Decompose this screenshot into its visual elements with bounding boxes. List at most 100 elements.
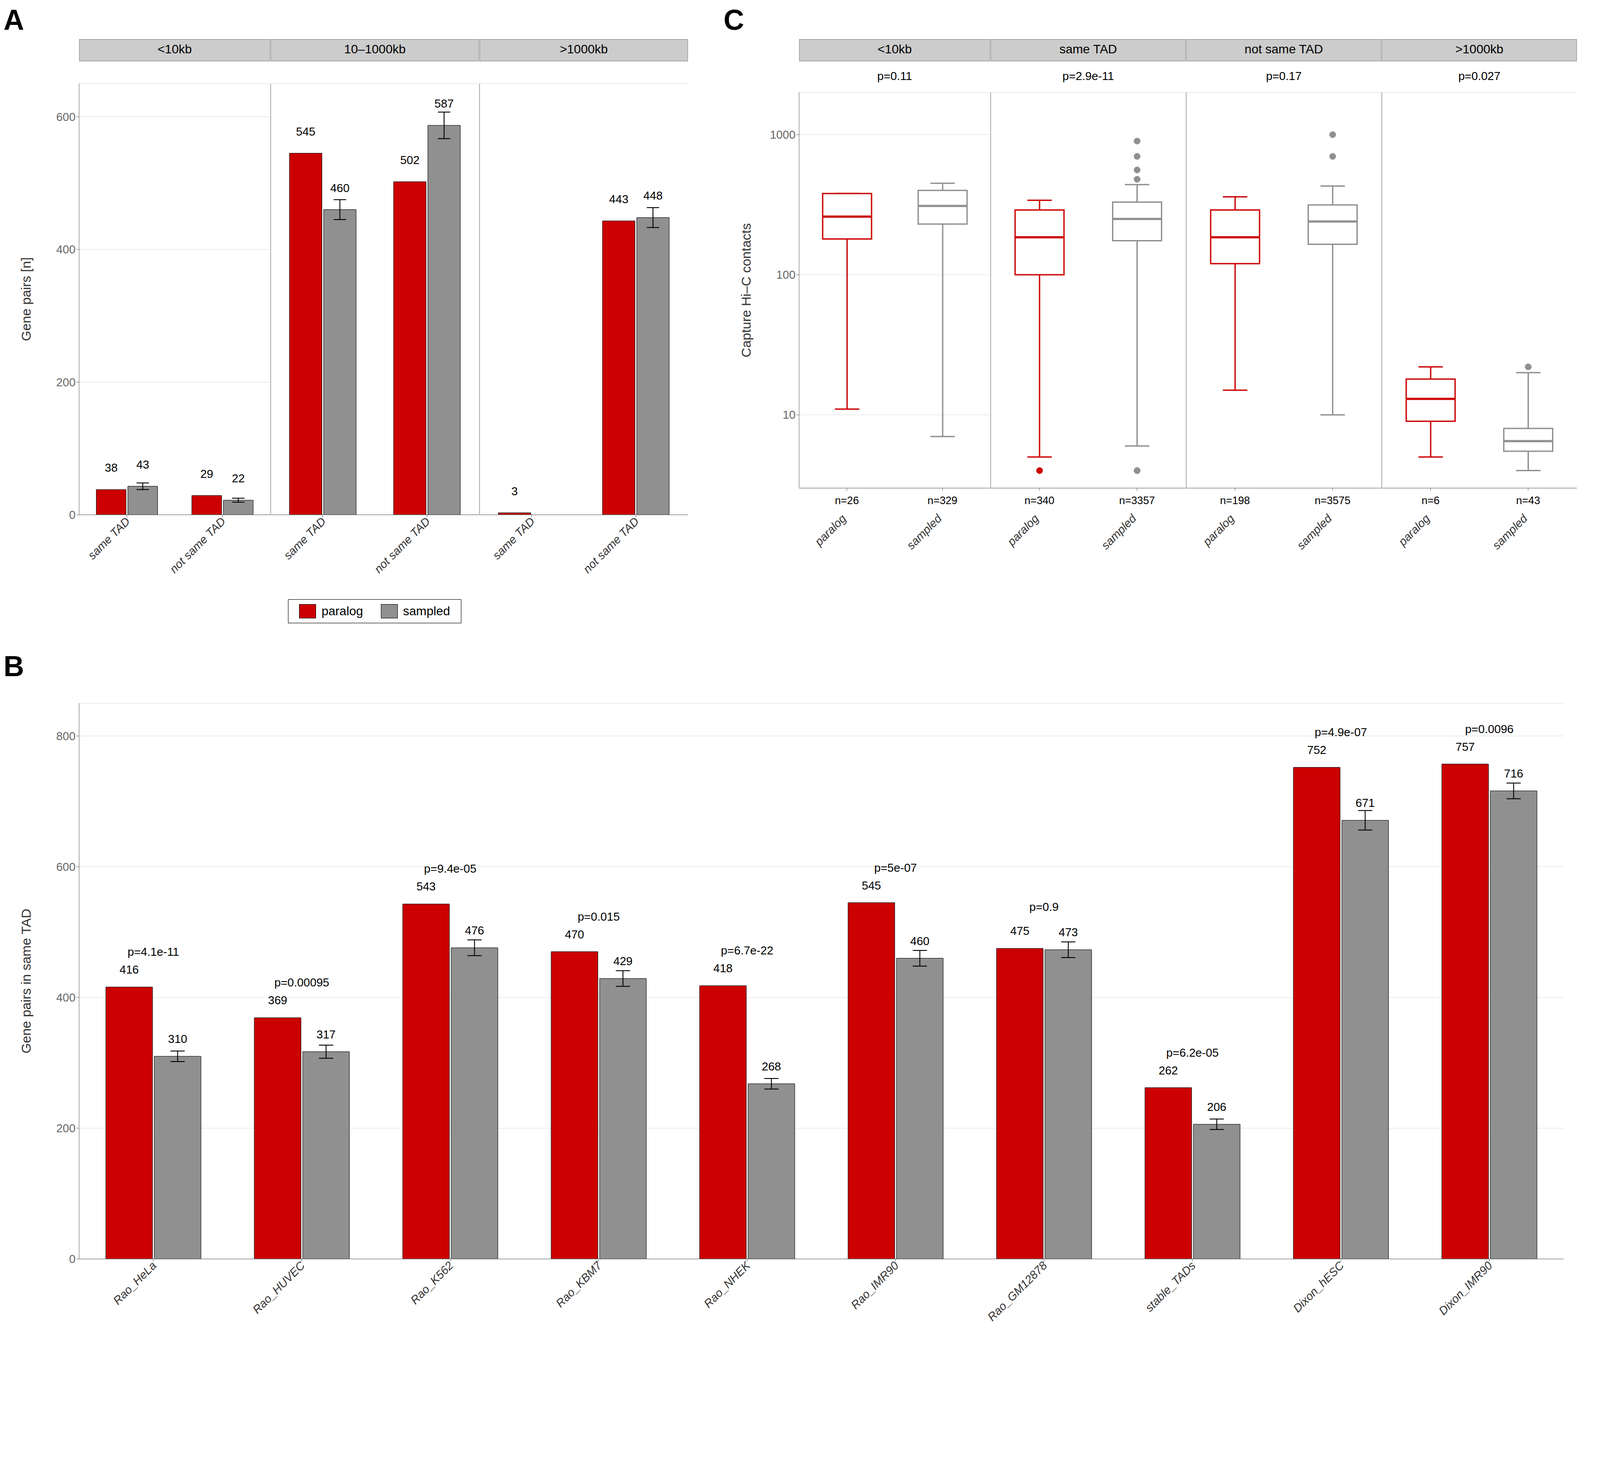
- svg-text:310: 310: [168, 1032, 188, 1046]
- svg-text:Gene pairs in same TAD: Gene pairs in same TAD: [18, 908, 34, 1054]
- svg-text:p=0.00095: p=0.00095: [274, 975, 330, 989]
- svg-text:757: 757: [1455, 740, 1475, 754]
- svg-text:460: 460: [330, 181, 350, 195]
- svg-text:paralog: paralog: [1200, 511, 1238, 549]
- svg-text:10: 10: [782, 408, 796, 422]
- svg-text:502: 502: [400, 153, 420, 167]
- html-text:sampled: sampled: [403, 604, 451, 618]
- html-text:10–1000kb: 10–1000kb: [344, 42, 406, 56]
- svg-text:Dixon_IMR90: Dixon_IMR90: [1436, 1258, 1496, 1318]
- svg-text:Rao_IMR90: Rao_IMR90: [848, 1258, 902, 1312]
- svg-text:671: 671: [1355, 796, 1375, 810]
- svg-text:100: 100: [776, 268, 796, 282]
- svg-text:200: 200: [56, 375, 76, 389]
- svg-text:sampled: sampled: [1489, 511, 1531, 552]
- svg-text:400: 400: [56, 990, 76, 1004]
- svg-text:369: 369: [268, 993, 288, 1007]
- svg-text:716: 716: [1504, 766, 1524, 780]
- html-text:>1000kb: >1000kb: [559, 42, 608, 56]
- svg-text:43: 43: [136, 457, 150, 472]
- svg-text:p=6.2e-05: p=6.2e-05: [1166, 1045, 1219, 1060]
- svg-text:400: 400: [56, 242, 76, 256]
- svg-text:Rao_K562: Rao_K562: [408, 1258, 456, 1307]
- html-text:C: C: [723, 4, 745, 36]
- svg-text:Rao_NHEK: Rao_NHEK: [700, 1257, 753, 1310]
- svg-text:545: 545: [296, 124, 316, 139]
- svg-text:543: 543: [416, 879, 436, 893]
- svg-text:paralog: paralog: [1004, 511, 1042, 549]
- svg-text:p=5e-07: p=5e-07: [874, 860, 917, 875]
- svg-text:0: 0: [69, 508, 76, 522]
- html-text:<10kb: <10kb: [157, 42, 192, 56]
- svg-text:752: 752: [1307, 743, 1327, 757]
- html-text:p=0.11: p=0.11: [877, 69, 913, 83]
- svg-text:not same TAD: not same TAD: [167, 514, 228, 576]
- svg-text:38: 38: [104, 460, 118, 475]
- svg-text:p=0.015: p=0.015: [577, 909, 620, 924]
- html-text:A: A: [3, 4, 25, 36]
- svg-text:800: 800: [56, 729, 76, 743]
- svg-text:317: 317: [316, 1027, 336, 1041]
- svg-text:sampled: sampled: [1294, 511, 1336, 552]
- svg-text:p=9.4e-05: p=9.4e-05: [424, 861, 477, 876]
- svg-text:n=340: n=340: [1024, 494, 1055, 507]
- svg-text:paralog: paralog: [811, 511, 849, 549]
- svg-text:not same TAD: not same TAD: [580, 514, 642, 576]
- svg-text:200: 200: [56, 1121, 76, 1135]
- svg-text:n=43: n=43: [1516, 494, 1540, 507]
- svg-text:460: 460: [910, 934, 930, 948]
- svg-text:stable_TADs: stable_TADs: [1142, 1258, 1199, 1315]
- svg-text:n=26: n=26: [834, 494, 859, 507]
- svg-text:sampled: sampled: [904, 511, 945, 552]
- svg-text:same TAD: same TAD: [489, 514, 538, 563]
- svg-text:not same TAD: not same TAD: [371, 514, 433, 576]
- svg-text:587: 587: [434, 96, 454, 111]
- svg-text:Dixon_hESC: Dixon_hESC: [1290, 1258, 1347, 1315]
- svg-text:Capture Hi–C contacts: Capture Hi–C contacts: [738, 223, 754, 358]
- svg-text:600: 600: [56, 860, 76, 874]
- svg-text:Rao_HUVEC: Rao_HUVEC: [249, 1258, 308, 1316]
- svg-text:sampled: sampled: [1098, 511, 1140, 552]
- svg-text:n=3357: n=3357: [1119, 494, 1156, 507]
- svg-text:416: 416: [119, 962, 139, 976]
- svg-text:p=4.1e-11: p=4.1e-11: [127, 944, 180, 959]
- svg-text:1000: 1000: [769, 128, 796, 142]
- svg-text:p=0.0096: p=0.0096: [1464, 722, 1514, 736]
- svg-text:262: 262: [1158, 1063, 1178, 1077]
- svg-text:n=198: n=198: [1220, 494, 1250, 507]
- svg-text:Rao_GM12878: Rao_GM12878: [984, 1258, 1050, 1324]
- svg-text:448: 448: [643, 188, 663, 203]
- svg-text:476: 476: [464, 923, 484, 937]
- svg-text:268: 268: [761, 1059, 781, 1073]
- html-text:paralog: paralog: [321, 604, 364, 618]
- svg-text:29: 29: [200, 467, 214, 481]
- html-text:p=2.9e-11: p=2.9e-11: [1062, 69, 1114, 83]
- svg-text:470: 470: [564, 927, 584, 941]
- svg-text:545: 545: [861, 878, 881, 892]
- svg-text:429: 429: [613, 954, 633, 968]
- svg-text:22: 22: [232, 471, 245, 485]
- html-text:<10kb: <10kb: [877, 42, 912, 56]
- svg-text:Rao_KBM7: Rao_KBM7: [552, 1257, 605, 1310]
- svg-text:paralog: paralog: [1395, 511, 1433, 549]
- html-text:B: B: [3, 650, 25, 683]
- svg-text:n=329: n=329: [927, 494, 958, 507]
- svg-text:n=3575: n=3575: [1314, 494, 1351, 507]
- svg-text:n=6: n=6: [1421, 494, 1440, 507]
- svg-text:0: 0: [69, 1252, 76, 1266]
- svg-text:600: 600: [56, 110, 76, 124]
- svg-text:Rao_HeLa: Rao_HeLa: [110, 1258, 160, 1308]
- svg-text:418: 418: [713, 961, 733, 975]
- svg-text:p=6.7e-22: p=6.7e-22: [720, 943, 774, 957]
- svg-text:same TAD: same TAD: [280, 514, 329, 563]
- svg-text:p=4.9e-07: p=4.9e-07: [1314, 725, 1368, 739]
- svg-text:443: 443: [609, 192, 629, 206]
- svg-text:206: 206: [1207, 1100, 1227, 1114]
- svg-text:same TAD: same TAD: [85, 514, 133, 563]
- html-text:same TAD: same TAD: [1059, 42, 1118, 56]
- svg-text:Gene pairs [n]: Gene pairs [n]: [18, 257, 34, 341]
- svg-text:475: 475: [1010, 924, 1030, 938]
- svg-text:473: 473: [1058, 925, 1078, 939]
- svg-text:p=0.9: p=0.9: [1029, 900, 1059, 914]
- svg-text:3: 3: [511, 484, 518, 498]
